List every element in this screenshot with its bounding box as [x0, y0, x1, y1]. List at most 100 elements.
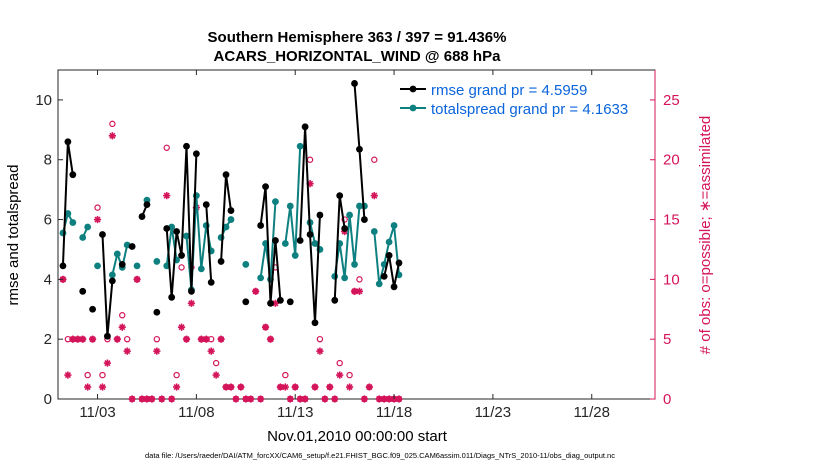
obs-assimilated-marker	[64, 371, 72, 379]
obs-assimilated-marker	[355, 287, 364, 295]
obs-assimilated-marker	[286, 395, 294, 403]
totalspread-point	[341, 274, 349, 282]
rmse-point	[227, 207, 235, 214]
totalspread-point	[69, 219, 77, 226]
chart-title: Southern Hemisphere 363 / 397 = 91.436%	[208, 29, 507, 46]
rmse-point	[336, 192, 344, 200]
obs-assimilated-marker	[261, 323, 270, 331]
rmse-point	[188, 287, 195, 295]
totalspread-line-segment	[111, 244, 129, 276]
rmse-point	[296, 237, 304, 244]
obs-possible-marker	[109, 120, 116, 128]
rmse-point	[301, 123, 309, 131]
x-tick-label: 11/03	[79, 404, 115, 421]
y2-tick-label: 0	[663, 391, 671, 408]
data-file-footnote: data file: /Users/raeder/DAI/ATM_forcXX/…	[145, 451, 615, 460]
rmse-point	[207, 278, 215, 286]
rmse-point	[173, 228, 181, 235]
obs-possible-marker	[163, 144, 170, 151]
rmse-point	[351, 80, 358, 87]
obs-possible-marker	[346, 371, 353, 379]
totalspread-point	[64, 210, 72, 217]
y2-tick-label: 20	[663, 152, 680, 169]
obs-assimilated-marker	[217, 335, 225, 343]
totalspread-point	[296, 142, 304, 150]
rmse-point	[79, 287, 87, 295]
totalspread-point	[286, 202, 294, 210]
totalspread-point	[84, 223, 92, 231]
obs-possible-marker	[94, 204, 101, 211]
rmse-point	[341, 225, 349, 232]
y-tick-label: 0	[44, 391, 52, 408]
totalspread-point	[281, 240, 289, 247]
y-tick-label: 8	[44, 152, 52, 169]
totalspread-point	[356, 202, 363, 210]
totalspread-point	[351, 261, 358, 268]
obs-possible-marker	[336, 359, 343, 367]
obs-assimilated-marker	[182, 335, 191, 343]
rmse-point	[108, 277, 116, 285]
obs-possible-marker	[173, 371, 180, 379]
obs-assimilated-marker	[118, 323, 126, 331]
y2-tick-label: 15	[663, 212, 680, 229]
obs-assimilated-marker	[247, 395, 255, 403]
obs-assimilated-marker	[266, 335, 275, 343]
totalspread-point	[222, 223, 230, 231]
legend-box	[395, 76, 647, 118]
rmse-point	[276, 296, 284, 304]
totalspread-point	[227, 216, 235, 223]
totalspread-point	[242, 261, 250, 268]
obs-assimilated-marker	[158, 395, 166, 403]
obs-assimilated-marker	[237, 383, 245, 391]
rmse-point	[153, 308, 161, 316]
obs-assimilated-marker	[370, 192, 378, 200]
rmse-point	[118, 261, 126, 268]
rmse-point	[168, 293, 176, 301]
obs-assimilated-marker	[227, 383, 235, 391]
y-ticks: 0 2 4 6 8 10	[35, 92, 63, 408]
rmse-line-segment	[383, 255, 400, 288]
x-ticks: 11/03 11/08 11/13 11/18 11/23 11/28	[79, 70, 610, 421]
obs-possible-marker	[212, 359, 220, 367]
totalspread-point	[153, 258, 161, 265]
obs-assimilated-marker	[128, 395, 136, 403]
totalspread-point	[370, 228, 378, 235]
totalspread-point	[133, 262, 141, 270]
obs-assimilated-marker	[93, 215, 102, 224]
obs-possible-marker	[153, 335, 161, 343]
totalspread-point	[79, 234, 87, 241]
chart-subtitle: ACARS_HORIZONTAL_WIND @ 688 hPa	[214, 48, 502, 65]
rmse-point	[138, 213, 146, 220]
rmse-point	[217, 258, 225, 265]
legend-spread-marker	[409, 104, 417, 112]
x-tick-label: 11/13	[277, 404, 313, 421]
rmse-point	[202, 201, 210, 208]
rmse-point	[286, 298, 294, 306]
totalspread-point	[375, 280, 383, 288]
rmse-point	[242, 298, 250, 306]
y-tick-label: 2	[44, 331, 52, 348]
obs-assimilated-marker	[108, 132, 116, 140]
obs-possible-marker	[84, 371, 91, 379]
obs-assimilated-marker	[69, 335, 77, 343]
x-tick-label: 11/08	[178, 404, 214, 421]
rmse-point	[69, 171, 77, 179]
totalspread-point	[183, 232, 190, 240]
obs-assimilated-marker	[321, 395, 329, 403]
obs-assimilated-marker	[88, 335, 97, 343]
y-axis-label: rmse and totalspread	[5, 165, 22, 306]
obs-assimilated-marker	[148, 395, 156, 403]
rmse-point	[385, 252, 393, 259]
obs-assimilated-marker	[316, 347, 324, 355]
rmse-point	[395, 259, 403, 267]
rmse-point	[104, 332, 111, 340]
totalspread-point	[197, 265, 205, 273]
obs-assimilated-marker	[281, 383, 289, 391]
obs-assimilated-marker	[163, 192, 171, 200]
y-tick-label: 10	[35, 92, 52, 109]
rmse-point	[380, 272, 388, 280]
obs-possible-marker	[119, 312, 126, 319]
obs-assimilated-marker	[395, 395, 403, 403]
obs-assimilated-marker	[365, 383, 373, 391]
